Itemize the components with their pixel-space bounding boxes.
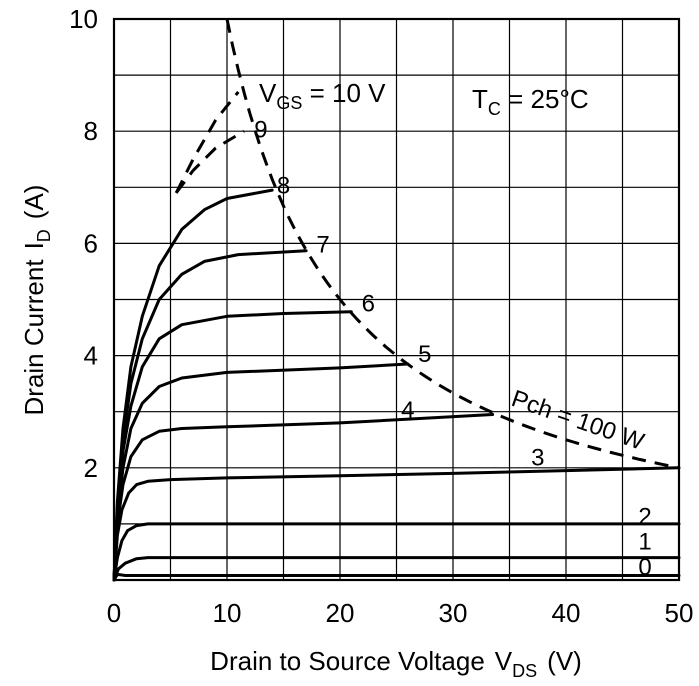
x-axis-subscript: DS bbox=[512, 661, 537, 681]
series-line-vgs-9 bbox=[175, 129, 245, 194]
grid-lines bbox=[114, 19, 679, 580]
tc-annotation: TC = 25°C bbox=[472, 84, 589, 119]
curve-label-vgs-2: 2 bbox=[638, 503, 651, 530]
x-tick-label: 0 bbox=[107, 598, 121, 628]
curve-label-vgs-4: 4 bbox=[401, 397, 414, 424]
x-axis-title: Drain to Source Voltage VDS (V) bbox=[210, 646, 582, 681]
series-line-vgs-1 bbox=[112, 556, 681, 582]
y-tick-label: 8 bbox=[84, 116, 98, 146]
tc-value: = 25°C bbox=[501, 84, 589, 114]
series-line-vgs-5 bbox=[112, 362, 410, 582]
y-tick-label: 10 bbox=[69, 4, 98, 34]
tc-symbol: T bbox=[472, 84, 488, 114]
vgs-symbol: V bbox=[259, 78, 277, 108]
curves bbox=[112, 18, 681, 582]
x-tick-label: 50 bbox=[665, 598, 694, 628]
y-axis-symbol: I bbox=[19, 242, 49, 249]
y-tick-label: 4 bbox=[84, 341, 98, 371]
pch-annotation: Pch = 100 W bbox=[508, 385, 648, 456]
curve-label-vgs-8: 8 bbox=[277, 172, 290, 199]
y-axis-title-text: Drain Current bbox=[19, 259, 49, 416]
series-line-vgs-3 bbox=[112, 466, 681, 582]
vgs-annotation: VGS = 10 V bbox=[259, 78, 386, 113]
series-line-vgs-2 bbox=[112, 522, 681, 582]
curve-label-vgs-1: 1 bbox=[638, 529, 651, 556]
series-line-vgs-10 bbox=[174, 90, 240, 194]
x-tick-label: 30 bbox=[439, 598, 468, 628]
x-tick-label: 40 bbox=[552, 598, 581, 628]
y-axis-subscript: D bbox=[34, 229, 54, 242]
curve-label-vgs-7: 7 bbox=[316, 231, 329, 258]
vgs-subscript: GS bbox=[276, 93, 302, 113]
curve-label-vgs-6: 6 bbox=[362, 290, 375, 317]
plot-frame bbox=[112, 17, 681, 582]
x-axis-unit: (V) bbox=[547, 646, 582, 676]
y-tick-label: 2 bbox=[84, 453, 98, 483]
curve-label-vgs-9: 9 bbox=[254, 116, 267, 143]
series-line-vgs-8 bbox=[112, 188, 274, 582]
x-tick-label: 20 bbox=[326, 598, 355, 628]
curve-label-vgs-5: 5 bbox=[418, 341, 431, 368]
y-axis-unit: (A) bbox=[19, 185, 49, 220]
curve-labels: 012 3 4 5 6 7 8 9 bbox=[254, 116, 652, 581]
vgs-value: = 10 V bbox=[302, 78, 386, 108]
y-tick-label: 6 bbox=[84, 228, 98, 258]
x-tick-label: 10 bbox=[213, 598, 242, 628]
series-line-vgs-6 bbox=[112, 310, 353, 582]
y-axis-title: Drain Current ID (A) bbox=[19, 185, 54, 416]
x-axis-title-text: Drain to Source Voltage bbox=[210, 646, 485, 676]
curve-label-vgs-3: 3 bbox=[531, 445, 544, 472]
tc-subscript: C bbox=[488, 99, 501, 119]
power-limit-curve bbox=[225, 18, 680, 470]
curve-label-vgs-0: 0 bbox=[638, 554, 651, 581]
x-axis-symbol: V bbox=[495, 646, 513, 676]
